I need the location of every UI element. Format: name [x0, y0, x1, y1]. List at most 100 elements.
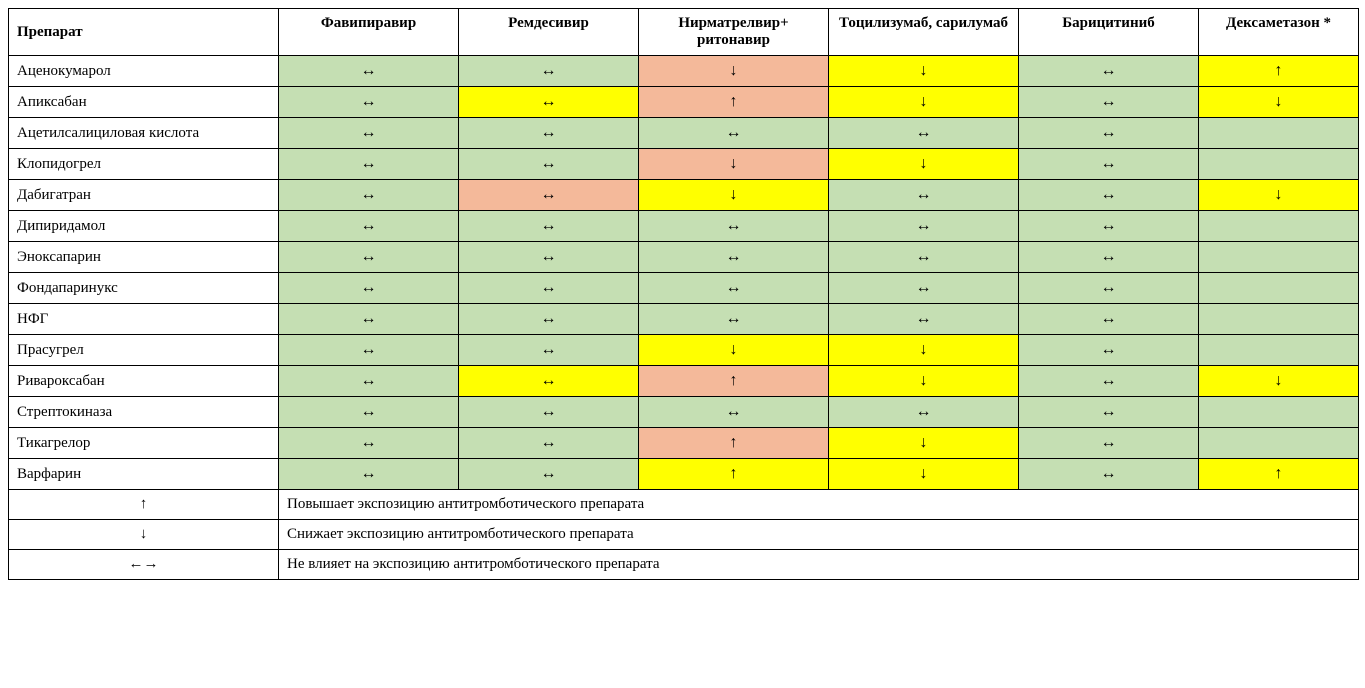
interaction-cell: ↓ [1199, 87, 1359, 118]
interaction-cell [1199, 428, 1359, 459]
interaction-cell: ↔ [639, 242, 829, 273]
interaction-cell: ↔ [1019, 397, 1199, 428]
interaction-cell: ↔ [1019, 335, 1199, 366]
interaction-cell: ↑ [1199, 56, 1359, 87]
interaction-cell: ↔ [1019, 366, 1199, 397]
interaction-cell: ↔ [1019, 304, 1199, 335]
interaction-cell: ↔ [639, 118, 829, 149]
table-row: Дипиридамол↔↔↔↔↔ [9, 211, 1359, 242]
header-row: Препарат Фавипиравир Ремдесивир Нирматре… [9, 9, 1359, 56]
header-drug-col: Препарат [9, 9, 279, 56]
legend-text: Не влияет на экспозицию антитромботическ… [279, 550, 1359, 580]
interaction-cell: ↓ [639, 180, 829, 211]
interaction-cell: ↔ [279, 242, 459, 273]
table-row: Прасугрел↔↔↓↓↔ [9, 335, 1359, 366]
interaction-cell: ↔ [279, 397, 459, 428]
interaction-cell [1199, 304, 1359, 335]
drug-name-cell: Дабигатран [9, 180, 279, 211]
table-row: Варфарин↔↔↑↓↔↑ [9, 459, 1359, 490]
interaction-cell: ↓ [829, 459, 1019, 490]
interaction-cell: ↔ [829, 180, 1019, 211]
interaction-cell: ↔ [639, 397, 829, 428]
interaction-cell [1199, 397, 1359, 428]
interaction-cell: ↓ [639, 149, 829, 180]
interaction-cell: ↔ [1019, 87, 1199, 118]
interaction-cell: ↔ [459, 149, 639, 180]
interaction-cell [1199, 242, 1359, 273]
legend-text: Повышает экспозицию антитромботического … [279, 490, 1359, 520]
drug-interaction-table: Препарат Фавипиравир Ремдесивир Нирматре… [8, 8, 1359, 580]
drug-name-cell: Ацетилсалициловая кислота [9, 118, 279, 149]
interaction-cell: ↔ [1019, 459, 1199, 490]
interaction-cell: ↑ [639, 428, 829, 459]
interaction-cell: ↔ [1019, 428, 1199, 459]
interaction-cell: ↔ [279, 211, 459, 242]
interaction-cell: ↓ [829, 428, 1019, 459]
table-row: Клопидогрел↔↔↓↓↔ [9, 149, 1359, 180]
legend-body: ↑Повышает экспозицию антитромботического… [9, 490, 1359, 580]
table-row: Дабигатран↔↔↓↔↔↓ [9, 180, 1359, 211]
header-col-1: Ремдесивир [459, 9, 639, 56]
interaction-cell: ↓ [639, 56, 829, 87]
interaction-cell: ↔ [1019, 56, 1199, 87]
drug-name-cell: Эноксапарин [9, 242, 279, 273]
interaction-cell: ↔ [829, 118, 1019, 149]
interaction-cell: ↔ [1019, 242, 1199, 273]
legend-row: ↑Повышает экспозицию антитромботического… [9, 490, 1359, 520]
interaction-cell: ↔ [829, 397, 1019, 428]
header-col-5: Дексаметазон * [1199, 9, 1359, 56]
interaction-cell: ↑ [639, 459, 829, 490]
drug-name-cell: Апиксабан [9, 87, 279, 118]
header-col-4: Барицитиниб [1019, 9, 1199, 56]
table-head: Препарат Фавипиравир Ремдесивир Нирматре… [9, 9, 1359, 56]
interaction-cell: ↔ [279, 118, 459, 149]
interaction-cell: ↑ [639, 87, 829, 118]
drug-name-cell: Стрептокиназа [9, 397, 279, 428]
interaction-cell: ↔ [279, 335, 459, 366]
interaction-cell [1199, 335, 1359, 366]
drug-name-cell: Тикагрелор [9, 428, 279, 459]
interaction-cell: ↔ [459, 304, 639, 335]
table-row: Ацетилсалициловая кислота↔↔↔↔↔ [9, 118, 1359, 149]
interaction-cell: ↓ [829, 149, 1019, 180]
interaction-cell: ↔ [459, 428, 639, 459]
interaction-cell: ↔ [459, 180, 639, 211]
interaction-cell: ↔ [459, 118, 639, 149]
legend-row: ←→Не влияет на экспозицию антитромботиче… [9, 550, 1359, 580]
interaction-cell: ↔ [1019, 180, 1199, 211]
interaction-cell: ↔ [829, 211, 1019, 242]
drug-name-cell: НФГ [9, 304, 279, 335]
interaction-cell: ↔ [459, 56, 639, 87]
interaction-cell: ↔ [459, 397, 639, 428]
interaction-cell: ↔ [639, 211, 829, 242]
interaction-cell: ↔ [279, 459, 459, 490]
interaction-cell: ↓ [1199, 366, 1359, 397]
interaction-cell: ↓ [829, 87, 1019, 118]
interaction-cell: ↔ [279, 56, 459, 87]
interaction-cell: ↔ [279, 428, 459, 459]
drug-name-cell: Аценокумарол [9, 56, 279, 87]
interaction-cell [1199, 118, 1359, 149]
header-col-0: Фавипиравир [279, 9, 459, 56]
interaction-cell: ↔ [1019, 273, 1199, 304]
interaction-cell: ↓ [829, 366, 1019, 397]
interaction-cell: ↑ [639, 366, 829, 397]
table-row: Стрептокиназа↔↔↔↔↔ [9, 397, 1359, 428]
interaction-cell: ↔ [459, 459, 639, 490]
interaction-cell: ↔ [459, 87, 639, 118]
interaction-cell: ↔ [829, 273, 1019, 304]
interaction-cell: ↔ [829, 242, 1019, 273]
interaction-cell: ↓ [1199, 180, 1359, 211]
interaction-cell: ↔ [1019, 149, 1199, 180]
interaction-cell: ↔ [459, 211, 639, 242]
interaction-cell: ↔ [459, 273, 639, 304]
table-row: Тикагрелор↔↔↑↓↔ [9, 428, 1359, 459]
table-row: Фондапаринукс↔↔↔↔↔ [9, 273, 1359, 304]
drug-name-cell: Варфарин [9, 459, 279, 490]
legend-symbol: ↑ [9, 490, 279, 520]
interaction-cell: ↓ [829, 335, 1019, 366]
drug-name-cell: Дипиридамол [9, 211, 279, 242]
table-row: НФГ↔↔↔↔↔ [9, 304, 1359, 335]
drug-name-cell: Фондапаринукс [9, 273, 279, 304]
legend-row: ↓Снижает экспозицию антитромботического … [9, 520, 1359, 550]
